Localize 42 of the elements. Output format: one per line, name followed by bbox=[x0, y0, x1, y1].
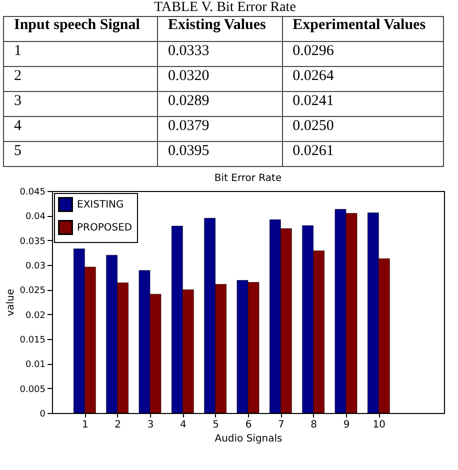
x-tick-label: 7 bbox=[278, 420, 284, 430]
legend-label: EXISTING bbox=[77, 200, 124, 210]
x-tick-label: 5 bbox=[212, 420, 220, 430]
y-tick-label: 3 bbox=[4, 92, 158, 116]
y-tick-label: 4 bbox=[4, 116, 158, 142]
y-tick-label: 5 bbox=[4, 142, 158, 166]
x-tick-label: Experimental Values bbox=[282, 16, 444, 42]
y-tick-label: 0.045 bbox=[20, 188, 46, 198]
data-label: 0.0264 bbox=[282, 66, 444, 92]
data-label: 0.0333 bbox=[157, 42, 282, 66]
x-tick-label: 8 bbox=[310, 420, 318, 430]
data-label: 0.0250 bbox=[282, 116, 444, 142]
data-label: 0.0289 bbox=[157, 92, 282, 116]
legend-label: PROPOSED bbox=[77, 222, 132, 234]
data-label: 0.0241 bbox=[282, 92, 444, 116]
y-tick-label: 0 bbox=[40, 410, 46, 420]
data-label: 0.0261 bbox=[282, 142, 444, 166]
y-tick-label: 0.02 bbox=[25, 310, 46, 321]
data-label: 0.0379 bbox=[157, 116, 282, 142]
y-tick-label: 2 bbox=[4, 66, 158, 92]
chart-title: TABLE V. Bit Error Rate bbox=[153, 0, 297, 16]
y-tick-label: 0.01 bbox=[25, 360, 46, 370]
x-tick-label: 6 bbox=[245, 420, 252, 430]
y-tick-label: 1 bbox=[4, 42, 158, 66]
x-tick-label: 2 bbox=[114, 420, 122, 430]
y-axis-title: value bbox=[6, 288, 17, 316]
x-tick-label: 10 bbox=[372, 420, 386, 430]
data-label: 0.0395 bbox=[157, 142, 282, 166]
y-tick-label: 0.025 bbox=[20, 286, 46, 296]
data-label: 0.0296 bbox=[282, 42, 444, 66]
x-axis-title: Audio Signals bbox=[214, 434, 282, 444]
y-tick-label: 0.035 bbox=[20, 236, 46, 247]
y-tick-label: 0.015 bbox=[20, 336, 46, 346]
x-tick-label: 9 bbox=[343, 420, 350, 430]
y-axis-title: Input speech Signal bbox=[4, 16, 158, 42]
x-tick-label: 4 bbox=[180, 420, 186, 430]
y-tick-label: 0.03 bbox=[25, 262, 46, 272]
chart-title: Bit Error Rate bbox=[214, 173, 282, 184]
x-tick-label: Existing Values bbox=[157, 16, 282, 42]
y-tick-label: 0.04 bbox=[25, 212, 46, 222]
data-label: 0.0320 bbox=[157, 66, 282, 92]
y-tick-label: 0.005 bbox=[20, 384, 46, 395]
